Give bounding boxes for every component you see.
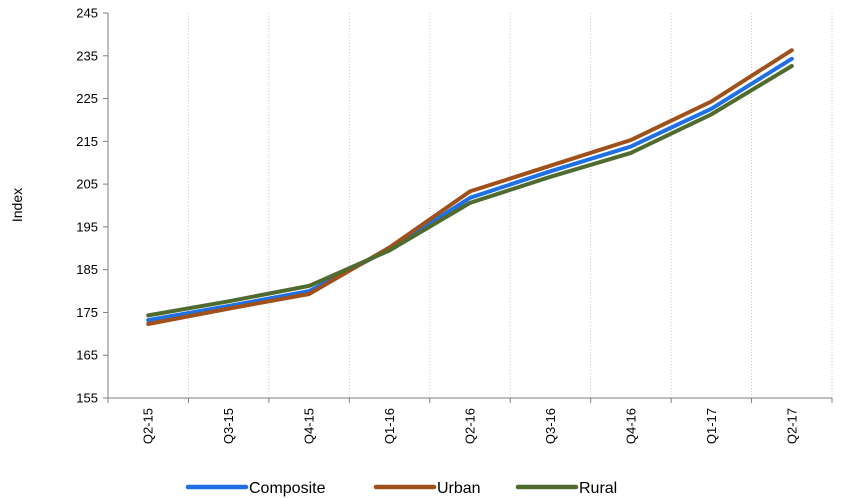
y-tick-label: 165 — [76, 348, 98, 363]
y-tick-label: 175 — [76, 305, 98, 320]
y-axis-title: Index — [9, 188, 25, 222]
x-tick-label: Q4-16 — [623, 408, 638, 444]
y-ticks: 155 165 175 185 195 205 215 225 235 245 — [76, 6, 108, 406]
legend: Composite Urban Rural — [185, 480, 617, 497]
x-ticks: Q2-15 Q3-15 Q4-15 Q1-16 Q2-16 Q3-16 Q4-16 Q1-17… — [107, 398, 833, 444]
grid-lines — [187, 13, 833, 398]
series-line-urban — [146, 48, 794, 326]
x-tick-label: Q2-16 — [463, 408, 478, 444]
x-tick-label: Q1-17 — [704, 408, 719, 444]
series-line-composite — [146, 56, 794, 323]
axes — [107, 13, 832, 399]
x-tick-label: Q2-17 — [784, 408, 799, 444]
y-tick-label: 185 — [76, 262, 98, 277]
legend-label-urban: Urban — [437, 480, 481, 497]
legend-label-composite: Composite — [249, 480, 326, 497]
x-tick-label: Q3-16 — [543, 408, 558, 444]
y-tick-label: 245 — [76, 6, 98, 21]
y-tick-label: 195 — [76, 219, 98, 234]
x-tick-label: Q4-15 — [302, 408, 317, 444]
y-tick-label: 205 — [76, 177, 98, 192]
x-tick-label: Q1-16 — [382, 408, 397, 444]
series-lines — [146, 48, 794, 326]
y-tick-label: 225 — [76, 91, 98, 106]
series-line-rural — [146, 64, 794, 318]
x-tick-label: Q3-15 — [221, 408, 236, 444]
y-tick-label: 155 — [76, 391, 98, 406]
y-tick-label: 215 — [76, 134, 98, 149]
legend-label-rural: Rural — [579, 480, 617, 497]
y-tick-label: 235 — [76, 48, 98, 63]
x-tick-label: Q2-15 — [141, 408, 156, 444]
